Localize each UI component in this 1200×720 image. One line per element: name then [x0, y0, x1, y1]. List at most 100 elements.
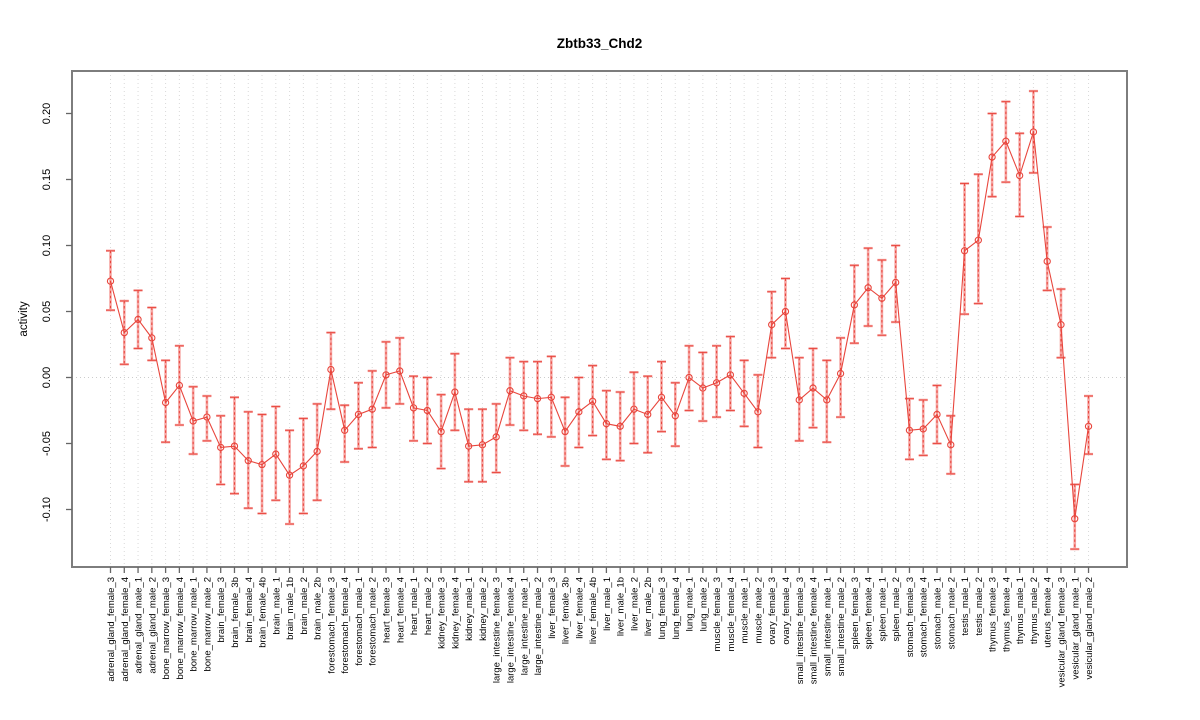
data-point [1084, 422, 1093, 430]
x-tick-label: thymus_female_4 [1001, 577, 1012, 652]
data-point [699, 384, 707, 392]
data-point [588, 397, 597, 405]
data-point [134, 315, 142, 324]
data-point [451, 388, 459, 396]
x-tick-label: adrenal_gland_female_3 [106, 577, 117, 682]
data-point [1002, 137, 1010, 145]
x-tick-label: stomach_male_2 [946, 577, 957, 649]
x-tick-label: lung_female_4 [671, 577, 682, 639]
data-point [892, 278, 900, 287]
data-point [974, 236, 982, 244]
x-tick-label: adrenal_gland_female_4 [120, 577, 131, 682]
x-tick-label: brain_male_2 [299, 577, 310, 635]
data-point [602, 420, 611, 428]
x-tick-label: muscle_male_1 [740, 577, 751, 644]
data-point [616, 422, 624, 430]
x-tick-label: kidney_male_1 [464, 577, 475, 641]
data-point [630, 405, 638, 413]
x-tick-label: brain_male_2b [313, 577, 324, 640]
y-tick-label: -0.10 [41, 497, 53, 522]
data-point [878, 294, 886, 302]
data-point [547, 393, 555, 401]
data-point [354, 410, 363, 419]
data-point [988, 153, 996, 161]
x-tick-label: lung_female_3 [657, 577, 668, 639]
data-point [919, 425, 927, 433]
x-tick-label: large_intestine_female_4 [505, 577, 516, 683]
x-tick-label: small_intestine_male_1 [822, 577, 833, 676]
x-tick-label: muscle_female_4 [726, 577, 737, 651]
data-point [327, 365, 335, 374]
y-tick-label: 0.05 [41, 301, 53, 322]
data-point [148, 334, 156, 342]
data-point [533, 394, 542, 403]
x-tick-label: large_intestine_male_2 [533, 577, 544, 675]
data-point [520, 392, 528, 400]
x-tick-label: kidney_female_3 [437, 577, 448, 649]
x-tick-label: spleen_male_2 [891, 577, 902, 641]
data-point [272, 450, 280, 458]
x-tick-label: kidney_female_4 [450, 577, 461, 649]
x-tick-label: vesicular_gland_female_3 [1056, 577, 1067, 687]
data-point [120, 328, 128, 337]
data-point [740, 389, 748, 397]
data-point [464, 442, 473, 450]
data-point [685, 373, 693, 382]
x-tick-label: adrenal_gland_male_1 [134, 577, 145, 674]
x-tick-label: testis_male_1 [960, 577, 971, 636]
data-point [644, 410, 652, 419]
x-tick-label: liver_male_2 [629, 577, 640, 631]
x-tick-label: heart_female_3 [382, 577, 393, 643]
data-point [423, 406, 431, 415]
x-tick-label: liver_female_3 [547, 577, 558, 639]
data-point [437, 427, 445, 436]
x-tick-label: liver_female_4b [588, 577, 599, 644]
x-tick-label: forestomach_female_4 [340, 577, 351, 674]
x-tick-label: large_intestine_male_1 [519, 577, 530, 675]
x-tick-label: bone_marrow_male_1 [189, 577, 200, 672]
plot-frame [71, 70, 1128, 568]
x-tick-label: uterus_female_4 [1043, 577, 1054, 648]
data-point [478, 441, 487, 449]
data-point [712, 379, 721, 387]
x-tick-label: muscle_female_3 [712, 577, 723, 651]
data-point [285, 471, 294, 479]
x-tick-label: bone_marrow_male_2 [202, 577, 213, 672]
data-point [382, 371, 390, 379]
data-point [575, 408, 583, 416]
y-tick-label: -0.05 [41, 431, 53, 456]
x-tick-label: spleen_male_1 [877, 577, 888, 641]
data-point [506, 387, 514, 395]
mean-line [109, 131, 1090, 519]
x-tick-label: brain_female_3b [230, 577, 241, 648]
x-tick-label: liver_female_4 [574, 577, 585, 639]
chart-title: Zbtb33_Chd2 [557, 36, 643, 51]
x-tick-label: brain_female_4 [244, 577, 255, 643]
y-tick-label: 0.20 [41, 103, 53, 124]
data-point [1057, 321, 1065, 329]
data-point [781, 307, 790, 316]
data-point [258, 460, 266, 469]
x-tick-label: ovary_female_4 [781, 577, 792, 645]
x-tick-label: stomach_female_3 [905, 577, 916, 657]
y-tick-label: 0.10 [41, 235, 53, 256]
data-point [726, 371, 735, 379]
data-point [561, 427, 569, 436]
data-point [299, 462, 307, 470]
data-point [106, 277, 115, 285]
data-point [864, 284, 872, 292]
data-point [933, 410, 941, 419]
data-point [671, 412, 679, 420]
y-tick-label: 0.00 [41, 367, 53, 388]
x-tick-label: liver_male_1 [602, 577, 613, 631]
x-tick-label: heart_male_1 [409, 577, 420, 635]
x-tick-label: vesicular_gland_male_1 [1070, 577, 1081, 679]
x-tick-label: vesicular_gland_male_2 [1084, 577, 1095, 679]
data-point [947, 441, 955, 449]
y-tick-label: 0.15 [41, 169, 53, 190]
data-point [657, 393, 666, 401]
data-point [809, 384, 817, 392]
data-point [396, 367, 404, 375]
